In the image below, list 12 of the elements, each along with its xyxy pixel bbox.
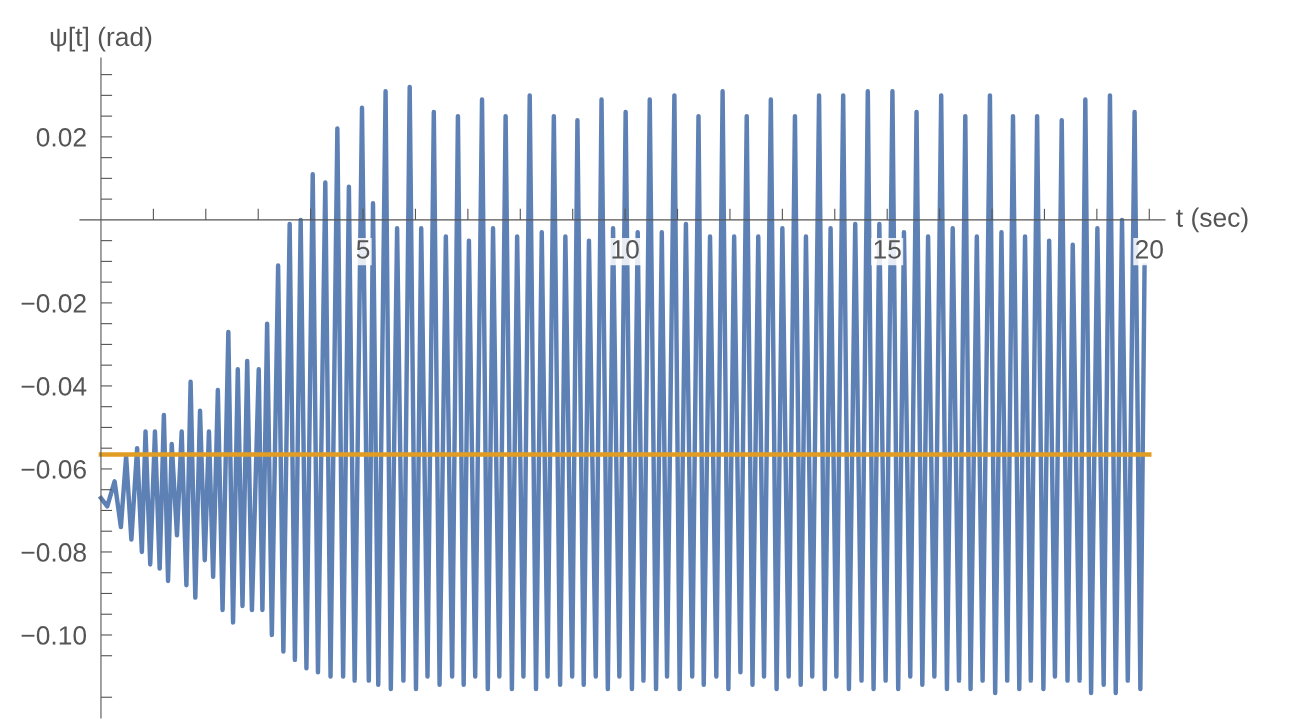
y-tick-label: −0.04 xyxy=(21,377,87,396)
y-tick-label: −0.10 xyxy=(21,626,87,645)
x-tick-label: 5 xyxy=(356,240,370,259)
y-tick-label: −0.02 xyxy=(21,294,86,313)
x-tick-label: 20 xyxy=(1135,240,1163,259)
x-tick-label: 10 xyxy=(612,240,639,259)
y-tick-label: −0.08 xyxy=(21,543,86,562)
y-tick-label: 0.02 xyxy=(36,128,86,147)
x-tick-label: 15 xyxy=(874,240,901,259)
x-axis-title: t (sec) xyxy=(1176,207,1248,233)
y-axis-title: ψ[t] (rad) xyxy=(50,26,152,52)
y-tick-label: −0.06 xyxy=(21,460,86,479)
